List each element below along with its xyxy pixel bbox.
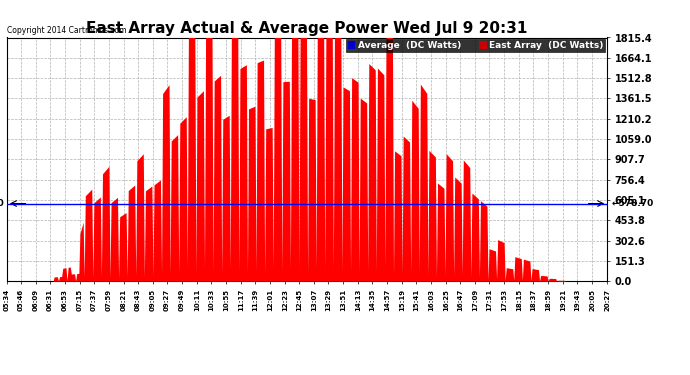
- Text: 578.70: 578.70: [0, 199, 3, 208]
- Legend: Average  (DC Watts), East Array  (DC Watts): Average (DC Watts), East Array (DC Watts…: [346, 39, 605, 52]
- Text: Copyright 2014 Cartronics.com: Copyright 2014 Cartronics.com: [7, 26, 126, 35]
- Text: ←578.70: ←578.70: [611, 199, 653, 208]
- Title: East Array Actual & Average Power Wed Jul 9 20:31: East Array Actual & Average Power Wed Ju…: [86, 21, 528, 36]
